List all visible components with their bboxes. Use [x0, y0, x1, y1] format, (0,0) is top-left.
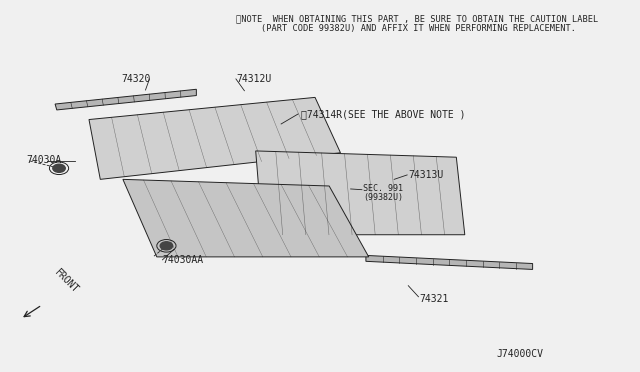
Polygon shape — [55, 89, 196, 110]
Text: FRONT: FRONT — [52, 267, 80, 295]
Text: (PART CODE 99382U) AND AFFIX IT WHEN PERFORMING REPLACEMENT.: (PART CODE 99382U) AND AFFIX IT WHEN PER… — [261, 24, 577, 33]
Text: ※74314R(SEE THE ABOVE NOTE ): ※74314R(SEE THE ABOVE NOTE ) — [301, 109, 465, 119]
Polygon shape — [89, 97, 340, 179]
Text: J74000CV: J74000CV — [497, 349, 544, 359]
Text: 74030AA: 74030AA — [163, 255, 204, 265]
Text: 74030A: 74030A — [27, 155, 62, 165]
Text: ※NOTE  WHEN OBTAINING THIS PART , BE SURE TO OBTAIN THE CAUTION LABEL: ※NOTE WHEN OBTAINING THIS PART , BE SURE… — [236, 14, 598, 23]
Polygon shape — [123, 179, 369, 257]
Circle shape — [160, 242, 173, 250]
Text: SEC. 991: SEC. 991 — [363, 185, 403, 193]
Text: 74321: 74321 — [420, 294, 449, 304]
Polygon shape — [366, 256, 532, 269]
Text: 74312U: 74312U — [236, 74, 271, 84]
Circle shape — [53, 164, 65, 172]
Text: 74320: 74320 — [122, 74, 151, 84]
Text: (99382U): (99382U) — [363, 193, 403, 202]
Polygon shape — [256, 151, 465, 235]
Text: 74313U: 74313U — [408, 170, 444, 180]
